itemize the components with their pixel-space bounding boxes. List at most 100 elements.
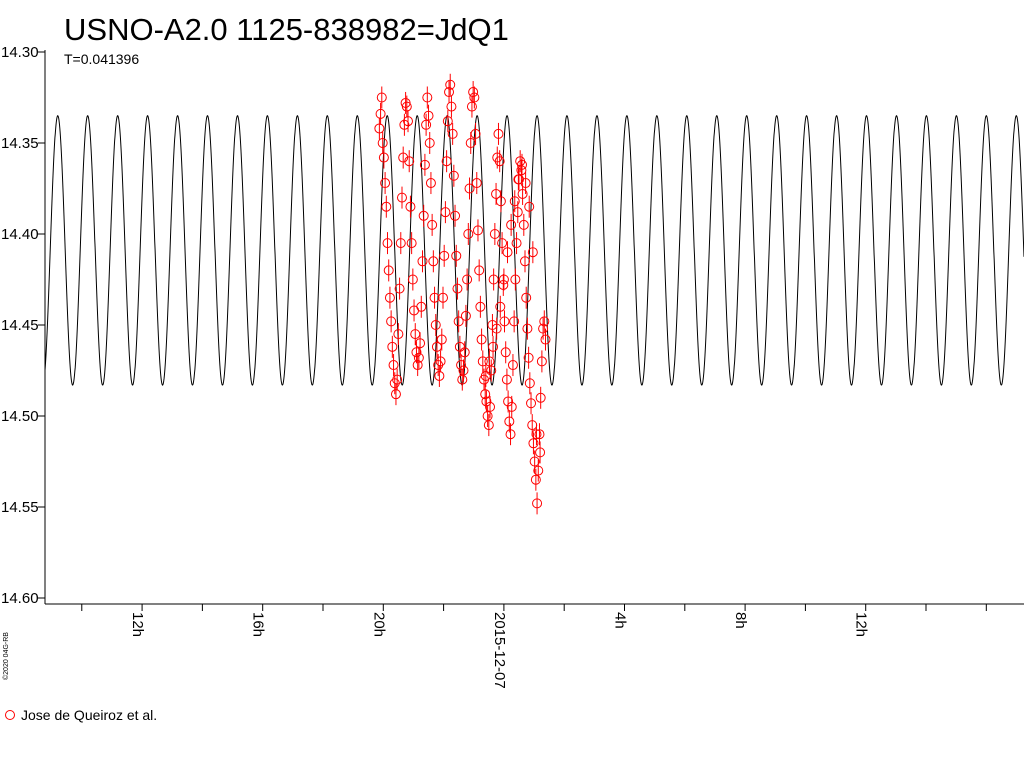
data-point-60 [446,95,457,118]
data-point-153 [531,423,542,446]
data-point-143 [495,295,506,318]
x-tick-label-2: 20h [370,612,387,637]
data-point-58 [444,81,455,104]
data-point-75 [464,177,475,200]
data-point-142 [491,317,502,340]
data-point-52 [436,328,447,351]
data-point-5 [380,172,391,195]
data-point-108 [504,410,515,433]
data-point-16 [393,323,404,346]
data-point-33 [413,346,424,369]
data-point-118 [516,159,527,182]
data-point-54 [439,244,450,267]
data-point-7 [382,232,393,255]
data-point-100 [494,150,505,173]
data-point-111 [507,354,518,377]
data-point-64 [451,244,462,267]
data-point-12 [388,354,399,377]
data-point-81 [471,172,482,195]
data-point-32 [412,354,423,377]
data-point-126 [526,392,537,415]
data-point-42 [424,132,435,154]
data-point-71 [459,341,470,364]
data-point-20 [398,146,409,169]
data-point-99 [493,122,504,145]
data-point-114 [511,232,522,255]
data-point-145 [502,241,513,264]
data-point-146 [506,213,517,236]
data-point-89 [481,390,492,413]
data-point-25 [404,150,415,173]
data-point-45 [428,250,439,273]
y-tick-label-1: 14.35 [1,135,39,152]
data-point-133 [534,423,545,446]
data-point-96 [489,223,500,245]
chart-subtitle: T=0.041396 [64,51,139,67]
data-point-88 [480,383,491,406]
data-point-59 [445,73,456,96]
data-point-101 [495,190,506,213]
data-point-144 [498,268,509,291]
data-point-137 [539,310,550,333]
data-point-112 [509,310,520,333]
data-point-38 [419,153,430,176]
x-tick-label-0: 12h [129,612,146,637]
data-point-105 [500,341,511,364]
data-point-125 [524,372,535,395]
data-point-50 [434,364,445,387]
data-point-17 [394,277,405,300]
data-point-18 [395,232,406,255]
data-point-66 [453,310,464,333]
data-point-10 [386,310,397,333]
data-point-147 [509,190,520,213]
x-tick-label-1: 16h [250,612,267,637]
legend-marker [5,710,15,720]
data-point-107 [503,390,514,413]
data-point-131 [532,492,543,515]
data-point-140 [484,350,495,373]
data-point-26 [405,195,416,218]
data-point-51 [435,350,446,373]
data-point-61 [447,122,458,145]
data-point-123 [522,317,533,340]
data-point-57 [442,110,453,133]
data-point-120 [518,213,529,236]
data-point-63 [450,204,461,227]
x-tick-label-4: 4h [612,612,629,629]
data-point-104 [499,310,510,333]
data-point-39 [421,113,432,136]
data-point-62 [448,164,459,187]
data-point-30 [410,323,421,346]
y-tick-label-2: 14.40 [1,226,39,243]
data-point-68 [456,354,467,377]
data-point-106 [501,368,512,391]
data-point-82 [472,219,483,242]
data-point-92 [485,395,496,418]
data-point-21 [399,113,410,136]
legend-label: Jose de Queiroz et al. [21,707,157,723]
data-point-67 [454,335,465,358]
data-point-3 [377,132,388,154]
data-point-43 [425,172,436,195]
data-point-130 [530,468,541,491]
data-point-72 [460,304,471,327]
x-tick-label-6: 12h [853,612,870,637]
data-point-79 [469,86,480,109]
data-point-121 [520,250,531,273]
data-point-102 [497,232,508,255]
data-point-128 [528,432,539,455]
data-point-28 [407,268,418,291]
data-point-41 [423,104,434,127]
x-axis-ticks: 12h 16h 20h 2015-12-07 4h 8h 12h [81,604,987,689]
data-point-95 [488,268,499,291]
data-point-2 [376,86,387,109]
data-point-141 [488,335,499,358]
data-point-4 [378,146,389,169]
data-point-70 [458,359,469,382]
data-point-73 [462,268,473,291]
data-point-23 [401,95,412,118]
data-point-103 [498,273,509,296]
data-point-9 [384,286,395,309]
y-axis-ticks: 14.30 14.35 14.40 14.45 14.50 14.55 14.60 [1,44,45,607]
